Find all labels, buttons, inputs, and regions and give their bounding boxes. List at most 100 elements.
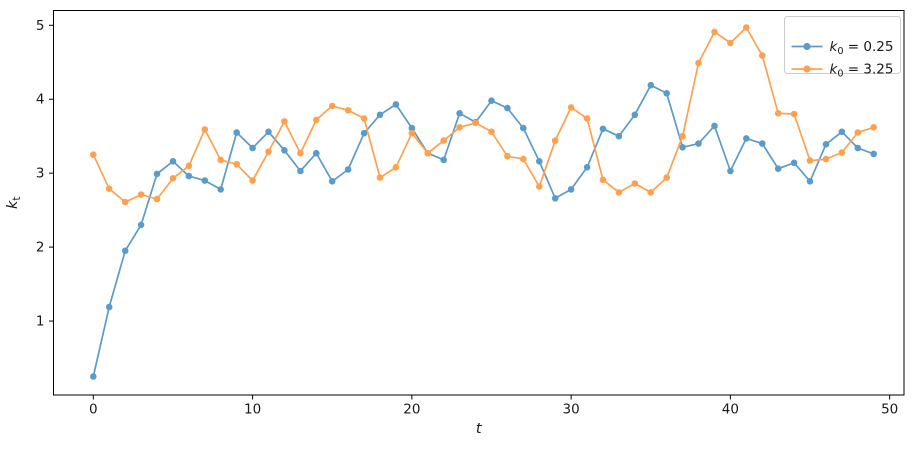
data-point — [551, 137, 559, 144]
data-point — [520, 155, 527, 163]
x-axis-tick-label: 50 — [881, 402, 898, 418]
data-point — [631, 180, 639, 187]
data-point — [408, 124, 416, 132]
data-point — [360, 115, 368, 122]
data-point — [695, 140, 702, 147]
data-point — [743, 135, 750, 142]
legend-entry-label: k0 = 3.25 — [830, 62, 894, 80]
data-point — [504, 152, 511, 160]
x-axis-tick-label: 20 — [403, 402, 420, 418]
data-point — [376, 111, 384, 119]
data-point — [265, 148, 272, 155]
data-point — [217, 186, 224, 193]
data-point — [838, 149, 846, 156]
data-point — [344, 166, 352, 173]
data-point — [376, 174, 384, 181]
data-point — [504, 104, 511, 112]
data-point — [456, 124, 463, 131]
data-point — [153, 170, 161, 178]
data-point — [185, 162, 193, 170]
y-axis-tick-label: 2 — [36, 240, 45, 256]
data-point — [169, 158, 177, 165]
data-point — [360, 129, 368, 137]
y-axis-tick-label: 5 — [36, 18, 45, 34]
data-point — [599, 176, 607, 184]
data-point — [105, 185, 113, 192]
data-point — [854, 129, 862, 136]
data-point — [583, 115, 591, 122]
x-axis-tick-label: 40 — [722, 402, 739, 418]
x-axis-label: t — [476, 421, 483, 437]
y-axis-label: kt — [5, 197, 23, 209]
data-point — [392, 164, 400, 171]
data-point — [328, 102, 336, 110]
data-point — [536, 183, 543, 190]
data-point — [790, 159, 798, 167]
data-point — [536, 158, 543, 165]
data-point — [870, 150, 877, 158]
data-point — [121, 198, 129, 206]
data-point — [153, 195, 161, 203]
x-axis-tick-label: 30 — [563, 402, 580, 418]
data-point — [313, 149, 320, 157]
data-point — [440, 156, 448, 164]
data-point — [647, 189, 655, 196]
data-point — [249, 177, 256, 184]
data-point — [265, 128, 272, 136]
data-point — [551, 195, 559, 202]
data-point — [201, 177, 209, 184]
data-point — [790, 110, 798, 118]
x-axis-tick-label: 0 — [89, 402, 98, 418]
data-point — [408, 129, 416, 137]
data-point — [201, 126, 209, 133]
y-axis-tick-label: 1 — [36, 314, 45, 330]
data-point — [297, 167, 304, 175]
x-axis-tick-label: 10 — [244, 402, 261, 418]
legend-entry-label: k0 = 0.25 — [830, 39, 894, 57]
y-axis-tick-label: 4 — [36, 92, 45, 108]
data-point — [105, 303, 113, 311]
axes-spines — [53, 10, 905, 396]
data-point — [313, 116, 320, 124]
legend-marker — [803, 42, 811, 51]
series-line-1 — [92, 26, 875, 203]
data-point — [631, 111, 639, 119]
data-point — [615, 132, 623, 140]
data-point — [663, 174, 670, 181]
data-point — [249, 144, 256, 152]
data-point — [727, 167, 734, 175]
data-point — [328, 178, 336, 185]
data-point — [583, 164, 591, 171]
data-point — [774, 165, 782, 172]
data-point — [838, 128, 846, 136]
data-point — [297, 149, 304, 157]
data-point — [615, 189, 623, 196]
data-point — [472, 119, 479, 127]
data-point — [822, 155, 830, 163]
data-point — [774, 110, 782, 117]
data-point — [185, 172, 193, 180]
data-point — [217, 156, 224, 164]
data-point — [695, 59, 702, 67]
data-point — [679, 132, 686, 140]
data-point — [806, 178, 814, 185]
data-point — [488, 97, 495, 104]
series-markers-1 — [90, 24, 877, 206]
data-point — [520, 124, 527, 132]
data-point — [233, 161, 240, 168]
data-point — [743, 24, 750, 31]
data-point — [440, 137, 448, 144]
data-point — [137, 221, 145, 229]
data-point — [121, 247, 129, 255]
data-point — [567, 104, 575, 111]
data-point — [233, 129, 240, 136]
data-point — [281, 118, 288, 125]
data-point — [137, 191, 145, 198]
y-axis-tick-label: 3 — [36, 166, 45, 182]
data-point — [806, 157, 814, 164]
legend-box — [784, 16, 901, 74]
legend-marker — [803, 65, 811, 73]
data-point — [727, 39, 734, 47]
